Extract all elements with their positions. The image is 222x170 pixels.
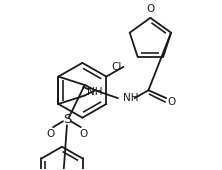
Text: Cl: Cl — [111, 62, 121, 72]
Text: O: O — [46, 129, 54, 139]
Text: O: O — [167, 97, 175, 107]
Text: S: S — [63, 113, 71, 126]
Text: NH: NH — [123, 93, 138, 103]
Text: O: O — [80, 129, 88, 139]
Text: NH: NH — [87, 87, 102, 97]
Text: O: O — [146, 4, 155, 14]
